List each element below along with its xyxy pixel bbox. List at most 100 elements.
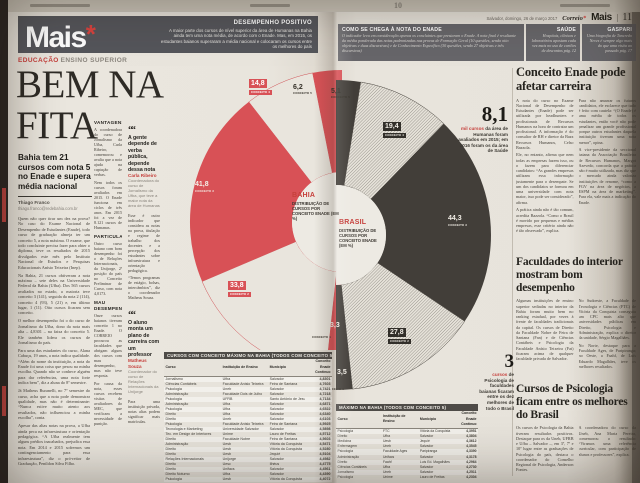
table-row: Administração Uesb Vitória da Conquista 4,5… xyxy=(164,442,332,447)
table-header: Instituição de Ensino xyxy=(381,411,419,429)
print-noise xyxy=(250,4,290,7)
table-header: Conceito Enade Contínuo xyxy=(452,411,478,429)
table-cell: Uesb xyxy=(381,438,419,445)
table-cell: 4,7134 xyxy=(305,396,332,402)
table-cell: Psicologia xyxy=(164,406,222,412)
quote-role: Coordenador do curso de Relações Interna… xyxy=(128,369,159,394)
table-cell: Salvador xyxy=(269,411,284,416)
table-cell: Salvador xyxy=(418,470,453,476)
table-cell: Ufba xyxy=(222,401,231,406)
table-cell: Ufba xyxy=(221,406,269,412)
table-title-continued: MÁXIMO NA BAHIA (TODOS COM CONCEITO 5) xyxy=(336,404,478,411)
body-paragraph: Para uma das estudantes do curso, Alana … xyxy=(18,347,90,386)
table-cell: Faculdade Ages xyxy=(381,449,419,455)
table-cell: Enfermagem xyxy=(337,444,357,449)
article-headline: Cursos de Psicologia ficam entre os melh… xyxy=(516,383,628,421)
table-row: Psicologia Unime Lauro de Freitas 4,2304 xyxy=(336,475,478,480)
article-psicologia: Cursos de Psicologia ficam entre os melh… xyxy=(516,383,636,483)
table-cell: Uesb xyxy=(221,477,269,483)
stat-text: mil cursos da área de Humanas foram aval… xyxy=(458,126,508,154)
body-paragraph: Para não amarrar os futuros candidatos, … xyxy=(578,97,637,145)
table-cell: Uesb xyxy=(222,452,231,457)
table-cell: Unime xyxy=(222,432,233,437)
page-number: 11 xyxy=(622,12,632,23)
table-row: Direito Ufba Salvador 4,3804 xyxy=(336,434,478,439)
table-row: Direito Uesb Vitória da Conquista 4,5280 xyxy=(164,447,332,453)
table-cell: Faculdade Dois de Julho xyxy=(222,391,263,396)
table-cell: 4,8301 xyxy=(305,376,332,382)
table-row: Direito Noturno Ufba Salvador 4,4390 xyxy=(164,472,332,477)
ranking-table: Curso Instituição de Ensino Município Conce… xyxy=(164,359,332,483)
column-rule xyxy=(512,68,513,476)
table-cell: 4,5104 xyxy=(319,452,331,457)
stat-number: 3 xyxy=(504,351,515,372)
body-paragraph: Na Bahia, 21 cursos obtiveram a nota máx… xyxy=(18,272,90,316)
table-cell: Universidade Salvador xyxy=(221,426,269,433)
table-cell: Jequié xyxy=(418,438,453,445)
table-cell: Salvador xyxy=(269,472,284,477)
article-column: A nota do curso no Exame Nacional de Des… xyxy=(516,98,574,240)
teaser-text: A maior parte dos cursos de nível superi… xyxy=(160,28,312,50)
table-cell: Ciências Contábeis xyxy=(165,381,197,386)
table-cell: Ufba xyxy=(382,464,391,469)
table-row: Administração Faculdade Dois de Julho Salv… xyxy=(164,392,332,397)
table-row: Direito Faculdade Nobre Feira de Santana 4,… xyxy=(164,437,332,443)
table-row: Psicologia Faculdade Ages Paripiranga 4,339… xyxy=(336,449,478,455)
mais-logo: Mais xyxy=(591,12,612,23)
headline-line1: BEM NA xyxy=(16,63,164,106)
table-row: Psicologia UFRB Santo Antônio de Jesus 4,71… xyxy=(164,396,332,402)
table-cell: Direito xyxy=(165,462,176,467)
table-cell: Ufba xyxy=(222,411,231,416)
pull-quote-1: ““ A gente depende de verba pública, dep… xyxy=(128,126,160,209)
table-cell: Psicologia xyxy=(164,477,222,483)
quote-role: Coordenadora do curso de Jornalismo da U… xyxy=(128,178,160,208)
table-cell: Medicina xyxy=(336,438,382,445)
table-cell: Salvador xyxy=(268,416,306,422)
stat-cursos-avaliados: 8,1 mil cursos da área de Humanas foram … xyxy=(456,104,508,154)
body-paragraph: A prática ainda não é tão comum, acredit… xyxy=(516,207,574,234)
table-row: Direito Ufba Salvador 4,6340 xyxy=(164,412,332,417)
chart-subtitle: DISTRIBUIÇÃO DE CURSOS POR CONCEITO ENAD… xyxy=(339,228,377,248)
byline-name: Thiago Franco xyxy=(18,200,50,205)
table-cell: Salvador xyxy=(268,457,306,463)
quote-name: Carla Ribeiro xyxy=(128,173,157,179)
table-cell: 4,6871 xyxy=(319,401,331,406)
table-cell: Direito xyxy=(165,411,176,416)
body-paragraph: Ele, no entanto, afirma que nem todas as… xyxy=(516,152,574,205)
table-row: Direito Uesb Jequié 4,5104 xyxy=(164,452,332,457)
edge-red-mark xyxy=(2,188,6,222)
table-cell: Psicologia xyxy=(336,428,382,434)
body-paragraph: No Norte, destaque para a Faculdade Ages… xyxy=(578,342,637,369)
body-paragraph: O melhor desempenho foi o do curso de Jo… xyxy=(18,318,90,345)
table-cell: Salvador xyxy=(419,454,434,459)
table-row: Ciências Contábeis Faculdade Anísio Teixe… xyxy=(164,382,332,387)
table-cell: Psicologia xyxy=(337,475,353,480)
table-cell: 4,2964 xyxy=(452,459,478,465)
body-paragraph: Onze cursos baianos tiveram conceito 1 n… xyxy=(94,313,122,379)
table-row: Jornalismo Ufba Salvador 4,8301 xyxy=(164,376,332,382)
table-cell: Feira de Santana xyxy=(269,381,298,386)
brand-star-icon: * xyxy=(85,19,96,49)
table-cell: Uneb xyxy=(382,444,392,449)
section-header: VANTAGENS xyxy=(94,120,122,125)
correio-logo: Correio* xyxy=(562,15,587,22)
body-paragraph: Esse é outro indicador que considera as … xyxy=(128,212,160,273)
table-cell: Vitória da Conquista xyxy=(268,477,306,483)
body-paragraph: A nota do curso no Exame Nacional de Des… xyxy=(516,97,574,150)
table-cell: Uesb xyxy=(222,442,231,447)
table-cell: 4,3545 xyxy=(466,444,477,449)
table-cell: Direito Noturno xyxy=(165,472,190,477)
table-cell: Feira de Santana xyxy=(269,421,298,426)
table-row: Jornalismo Uneb Salvador 4,2511 xyxy=(336,470,478,476)
table-cell: 4,2730 xyxy=(466,464,477,469)
table-cell: Unijorge xyxy=(221,457,269,463)
chart-title: BAHIA xyxy=(292,192,316,199)
table-row: Psicologia Ufba Salvador 4,6522 xyxy=(164,406,332,412)
table-row: Psicologia Uesb Vitória da Conquista 4,4072 xyxy=(164,477,332,483)
table-cell: Paripiranga xyxy=(418,449,453,455)
body-paragraph: Para uma instituição privada, notas alta… xyxy=(128,398,160,424)
table-cell: Salvador xyxy=(268,386,306,392)
body-paragraph: Por causa da nota, esses cursos recebem … xyxy=(94,380,122,426)
table-row: Direito Uesc Ilhéus 4,4775 xyxy=(164,462,332,467)
table-cell: Psicologia xyxy=(165,421,182,426)
